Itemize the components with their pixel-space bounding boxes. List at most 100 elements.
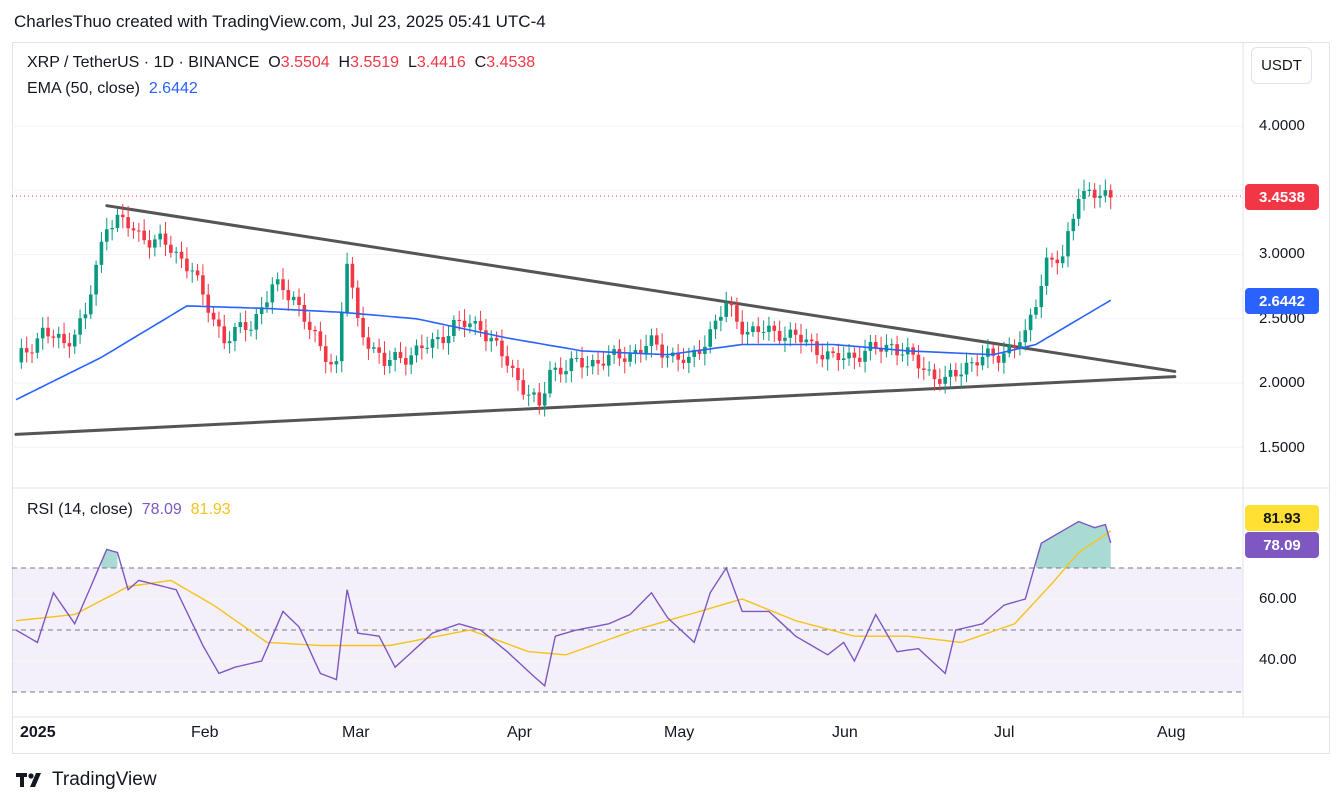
candle-body: [478, 321, 483, 331]
candle-body: [590, 359, 595, 367]
candle-body: [446, 336, 451, 344]
tradingview-logo-icon: [16, 773, 41, 787]
candle-body: [51, 336, 56, 338]
candle-body: [30, 352, 34, 354]
candle-body: [388, 359, 392, 366]
symbol-label[interactable]: XRP / TetherUS · 1D · BINANCE: [27, 54, 260, 71]
candle-body: [724, 302, 729, 317]
candle-body: [537, 392, 542, 406]
candle-body: [713, 320, 718, 330]
candle-body: [889, 344, 894, 346]
candle-body: [46, 327, 50, 337]
candle-body: [350, 263, 355, 288]
price-tick-2-5: 2.5000: [1259, 310, 1305, 327]
candle-body: [1050, 257, 1054, 260]
candle-body: [1028, 314, 1033, 331]
price-tick-3: 3.0000: [1259, 245, 1305, 262]
candle-body: [649, 335, 654, 347]
candle-body: [281, 279, 285, 291]
candle-body: [484, 330, 488, 342]
candle-body: [462, 320, 467, 328]
trendline-lower: [14, 375, 1177, 436]
candle-body: [516, 367, 520, 381]
candle-body: [1007, 345, 1012, 354]
trendlines[interactable]: [14, 204, 1177, 436]
candle-body: [473, 321, 478, 324]
high-value: 3.5519: [350, 54, 400, 71]
candle-body: [873, 341, 878, 348]
rsi-path: [15, 520, 1112, 688]
footer-brand-text: TradingView: [52, 769, 157, 790]
candle-body: [56, 333, 61, 338]
candle-body: [681, 359, 686, 364]
candle-body: [254, 314, 259, 330]
candle-body: [153, 239, 157, 248]
candle-body: [425, 347, 429, 349]
candle-body: [1044, 257, 1049, 286]
candle-body: [569, 358, 574, 372]
time-label-feb: Feb: [191, 724, 219, 741]
candle-body: [174, 251, 178, 253]
footer-brand[interactable]: TradingView: [16, 769, 157, 791]
candle-body: [740, 321, 745, 335]
candle-body: [863, 350, 867, 362]
candle-body: [371, 347, 376, 349]
candle-body: [147, 240, 152, 248]
candle-body: [334, 361, 339, 365]
candle-body: [104, 229, 109, 242]
candle-body: [494, 337, 499, 341]
rsi-tick-40: 40.00: [1259, 651, 1297, 668]
candle-body: [1055, 259, 1060, 264]
candle-body: [809, 339, 814, 342]
candle-body: [430, 339, 435, 348]
rsi-label[interactable]: RSI (14, close): [27, 501, 133, 518]
ema-value: 2.6442: [148, 80, 198, 97]
candle-body: [841, 358, 846, 361]
candle-body: [1012, 345, 1017, 348]
candle-body: [735, 305, 739, 322]
candle-body: [377, 347, 381, 353]
candle-body: [83, 314, 88, 319]
high-label: H: [338, 54, 351, 71]
candle-body: [719, 316, 723, 321]
candle-body: [1066, 231, 1070, 257]
candle-body: [847, 352, 851, 359]
candle-body: [99, 241, 104, 265]
currency-unit-button[interactable]: USDT: [1251, 47, 1312, 84]
candle-body: [323, 346, 328, 362]
candle-body: [1018, 342, 1022, 348]
candle-body: [19, 348, 24, 363]
price-legend: XRP / TetherUS · 1D · BINANCE O3.5504 H3…: [27, 54, 535, 72]
candle-body: [1071, 218, 1076, 232]
candle-body: [158, 233, 162, 240]
price-tick-4: 4.0000: [1259, 117, 1305, 134]
candle-body: [767, 325, 771, 332]
candle-body: [526, 394, 531, 396]
candle-body: [238, 322, 243, 328]
candle-body: [1002, 353, 1006, 363]
candle-body: [761, 331, 766, 333]
candle-body: [414, 345, 419, 356]
candle-body: [270, 284, 275, 303]
candle-body: [131, 228, 136, 231]
ema-label[interactable]: EMA (50, close): [27, 80, 140, 97]
open-label: O: [268, 54, 281, 71]
candle-body: [638, 349, 643, 354]
candle-body: [361, 317, 365, 338]
close-value: 3.4538: [486, 54, 536, 71]
candle-body: [201, 275, 205, 295]
candle-body: [799, 334, 803, 343]
time-label-mar: Mar: [342, 724, 370, 741]
price-tick-2: 2.0000: [1259, 374, 1305, 391]
low-value: 3.4416: [416, 54, 466, 71]
candle-body: [1023, 330, 1028, 343]
candle-body: [1087, 189, 1092, 191]
rsi-tag: 78.09: [1245, 532, 1319, 558]
candle-body: [970, 362, 974, 364]
candle-body: [121, 214, 125, 218]
candle-body: [190, 270, 195, 272]
candle-body: [644, 346, 648, 354]
candle-body: [206, 294, 211, 313]
candle-body: [222, 326, 227, 344]
